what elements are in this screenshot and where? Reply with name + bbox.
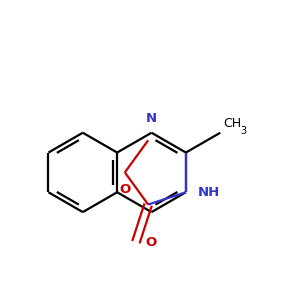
Text: NH: NH (197, 186, 220, 199)
Text: O: O (146, 236, 157, 249)
Text: N: N (146, 112, 157, 125)
Text: 3: 3 (241, 126, 247, 136)
Text: CH: CH (224, 116, 242, 130)
Text: O: O (119, 183, 130, 196)
